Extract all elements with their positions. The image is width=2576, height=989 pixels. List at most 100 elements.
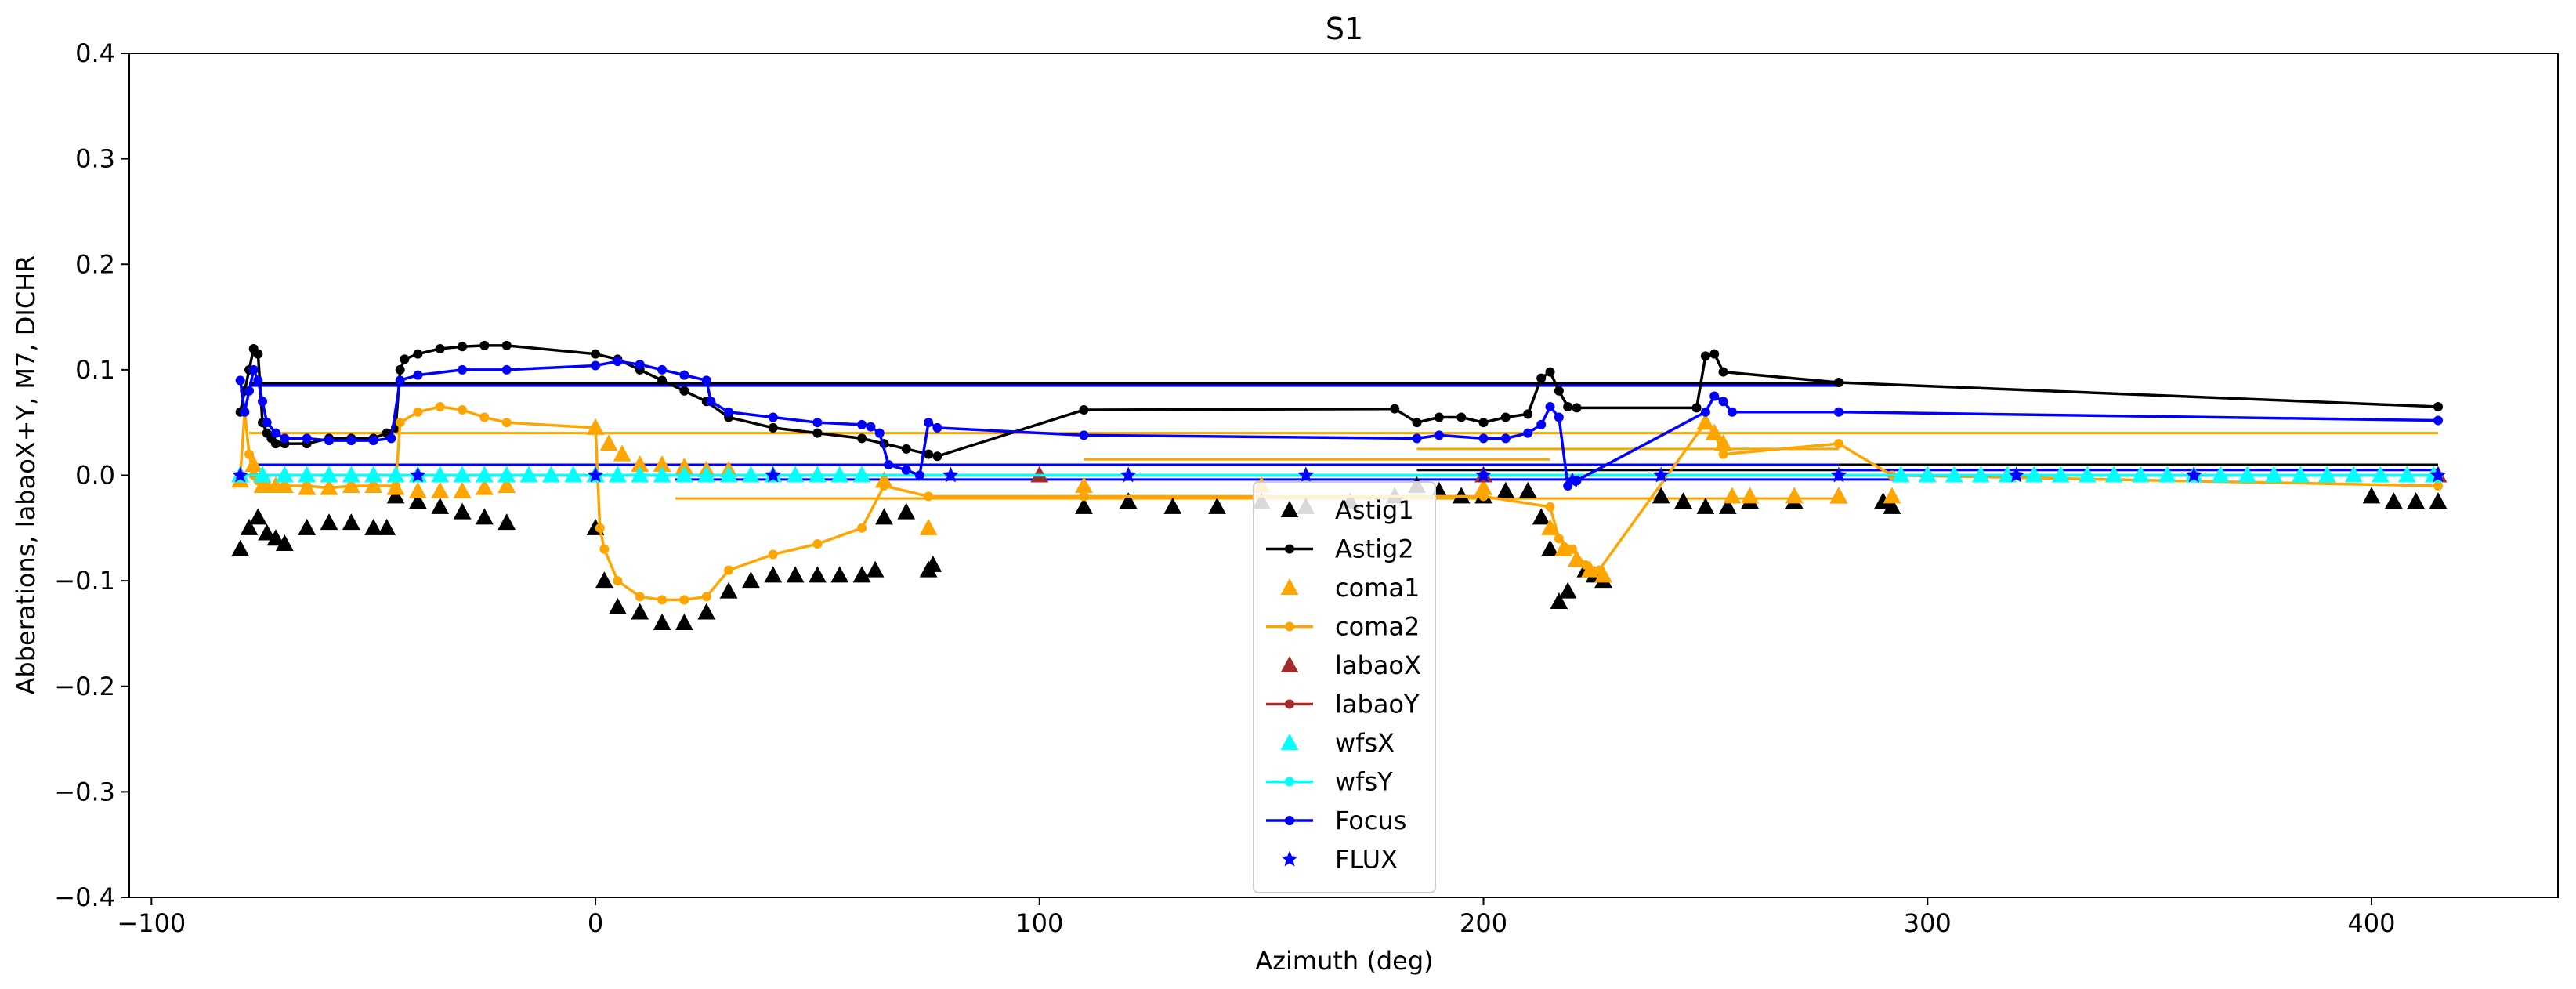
point-astig2	[1718, 367, 1728, 377]
point-coma1	[875, 471, 893, 488]
point-coma1	[1785, 487, 1804, 504]
point-astig2	[1691, 403, 1702, 413]
point-flux	[1652, 466, 1670, 483]
point-flux	[2008, 466, 2025, 483]
point-flux	[1297, 466, 1315, 483]
point-coma1	[1883, 487, 1901, 504]
point-focus	[884, 460, 894, 470]
point-focus	[395, 375, 405, 386]
point-astig1	[378, 518, 396, 535]
point-flux	[409, 466, 426, 483]
point-coma2	[879, 480, 889, 491]
legend-marker-astig2	[1285, 544, 1294, 554]
point-coma2	[1580, 560, 1590, 570]
point-astig1	[275, 534, 294, 552]
point-astig1	[1208, 497, 1226, 514]
point-focus	[1434, 430, 1444, 440]
point-coma2	[724, 565, 734, 575]
point-coma2	[924, 491, 934, 502]
point-astig2	[479, 340, 490, 350]
legend-label-astig2: Astig2	[1335, 534, 1414, 564]
point-flux	[587, 466, 604, 483]
point-coma2	[346, 480, 356, 491]
point-astig1	[1652, 487, 1670, 504]
point-coma2	[635, 592, 645, 602]
legend-item-astig1: Astig1	[1280, 495, 1414, 525]
point-astig1	[1558, 581, 1577, 599]
point-coma2	[1833, 439, 1843, 449]
point-astig1	[1696, 497, 1715, 514]
point-coma1	[497, 476, 516, 493]
point-focus	[271, 428, 281, 438]
point-coma2	[613, 576, 623, 586]
point-focus	[1727, 407, 1737, 417]
point-astig1	[364, 518, 383, 535]
point-flux	[942, 466, 959, 483]
point-astig2	[1079, 405, 1089, 415]
legend-item-labaoy: labaoY	[1266, 690, 1420, 719]
point-focus	[924, 418, 934, 428]
point-coma2	[368, 480, 378, 491]
point-astig1	[231, 539, 250, 556]
point-focus	[2433, 415, 2443, 426]
point-coma2	[701, 592, 711, 602]
point-astig2	[768, 422, 778, 433]
point-focus	[591, 360, 601, 371]
point-astig1	[408, 492, 427, 509]
point-astig2	[1545, 367, 1555, 377]
series-focus	[235, 357, 2443, 491]
point-flux	[1475, 466, 1492, 483]
y-tick-label: −0.3	[54, 777, 115, 806]
point-flux	[2185, 466, 2202, 483]
point-astig1	[258, 523, 277, 541]
point-focus	[613, 357, 623, 367]
point-coma1	[1541, 518, 1559, 535]
y-tick-label: 0.1	[75, 355, 115, 385]
point-astig2	[1709, 349, 1720, 359]
point-coma2	[302, 480, 312, 491]
plot-area	[231, 340, 2448, 630]
point-flux	[232, 466, 249, 483]
point-astig1	[240, 518, 259, 535]
point-astig2	[1390, 404, 1400, 414]
point-coma2	[1554, 534, 1564, 544]
legend-marker-coma2	[1285, 621, 1294, 632]
legend-item-wfsy: wfsY	[1266, 767, 1393, 797]
legend-item-coma2: coma2	[1266, 612, 1420, 642]
point-astig2	[857, 433, 867, 444]
point-astig2	[400, 354, 410, 364]
point-astig1	[742, 571, 760, 589]
legend-label-wfsx: wfsX	[1335, 728, 1395, 758]
y-tick-label: −0.2	[54, 672, 115, 701]
point-coma1	[431, 481, 450, 498]
point-coma1	[1554, 539, 1572, 556]
point-astig1	[653, 613, 671, 630]
legend-label-coma2: coma2	[1335, 612, 1420, 642]
point-focus	[413, 370, 423, 380]
point-focus	[1700, 407, 1710, 417]
point-coma2	[1567, 544, 1577, 554]
point-coma2	[324, 483, 335, 493]
point-coma2	[1700, 418, 1710, 428]
point-focus	[1079, 430, 1089, 440]
point-coma2	[435, 401, 445, 411]
point-coma2	[244, 449, 255, 459]
legend-marker-flux	[1281, 850, 1298, 867]
point-flux	[1120, 466, 1137, 483]
point-astig1	[924, 555, 942, 572]
point-coma2	[1079, 491, 1089, 502]
point-astig1	[786, 566, 805, 583]
point-focus	[706, 397, 716, 407]
point-astig1	[248, 508, 267, 525]
x-tick-label: −100	[117, 908, 186, 938]
point-astig2	[435, 343, 445, 353]
point-wfsy	[857, 470, 867, 480]
point-astig1	[809, 566, 827, 583]
point-focus	[302, 433, 312, 444]
point-astig1	[2384, 492, 2403, 509]
point-focus	[262, 418, 272, 428]
point-astig1	[1518, 481, 1537, 498]
point-coma1	[1829, 487, 1848, 504]
point-astig2	[253, 349, 263, 359]
point-astig2	[395, 364, 405, 375]
